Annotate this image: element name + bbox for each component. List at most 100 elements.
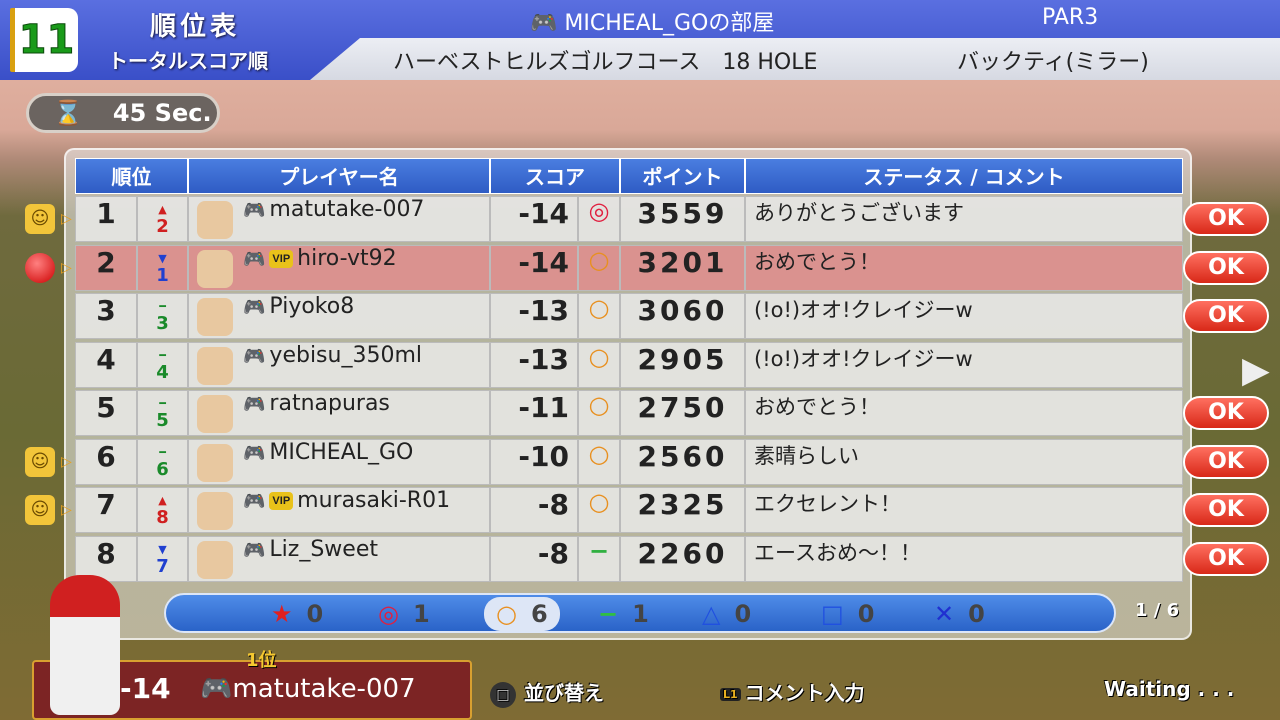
trend-same-icon: ━ xyxy=(159,348,166,362)
avatar xyxy=(197,443,233,482)
hole-flag: 11 xyxy=(10,8,78,72)
rank: 6 xyxy=(75,438,137,485)
comment: エクセレント！ xyxy=(745,487,1183,533)
scroll-right-arrow-icon[interactable]: ▶ xyxy=(1242,350,1270,391)
score: -14 xyxy=(490,244,578,291)
score: -8 xyxy=(490,487,578,533)
rank-change: ━ 4 xyxy=(137,341,188,388)
tee-label: バックティ(ミラー) xyxy=(957,50,1149,75)
previous-rank: 3 xyxy=(156,313,169,334)
comment: 素晴らしい xyxy=(745,438,1183,485)
trend-same-icon: ━ xyxy=(159,445,166,459)
avatar xyxy=(197,395,233,433)
sort-button[interactable]: □ 並び替え xyxy=(490,677,604,708)
pointer-icon: ▷ xyxy=(61,453,72,470)
comment: おめでとう！ xyxy=(745,390,1183,436)
ball-marker-icon: ☺ xyxy=(25,252,55,283)
summary-count: 6 xyxy=(530,600,548,628)
points: 2560 xyxy=(620,438,745,485)
controller-icon: 🎮 xyxy=(243,539,266,561)
page-title: 順位表 xyxy=(150,12,241,42)
summary-count: 1 xyxy=(412,600,430,628)
player-name: 🎮 VIP murasaki-R01 xyxy=(188,487,490,533)
table-row[interactable]: ☺ ▷ 7 ▲ 8 🎮 VIP murasaki-R01 -8 ○ 2325 エクセレント！ OK xyxy=(25,487,1269,533)
result-icon: ○ xyxy=(578,487,620,533)
summary-count: 0 xyxy=(968,600,985,628)
previous-rank: 7 xyxy=(156,555,169,577)
controller-icon: 🎮 xyxy=(243,297,266,318)
controller-icon: 🎮 xyxy=(243,200,266,221)
avatar xyxy=(197,492,233,530)
ok-badge: OK xyxy=(1183,444,1269,479)
timer-unit: Sec. xyxy=(154,99,212,127)
points: 3201 xyxy=(620,244,745,291)
summary-double-circle: ◎ 1 xyxy=(378,597,430,631)
hole-number: 11 xyxy=(18,17,75,64)
trend-up-icon: ▲ xyxy=(158,494,167,507)
rank: 2 xyxy=(75,244,137,291)
rank: 5 xyxy=(75,390,137,436)
room-label: MICHEAL_GOの部屋 xyxy=(564,11,775,36)
table-row[interactable]: 8 ▼ 7 🎮 Liz_Sweet -8−2260 エースおめ～！！ OK xyxy=(75,535,1269,582)
table-row[interactable]: 3 ━ 3 🎮 Piyoko8 -13 ○ 3060 (!o!)オオ!クレイジーw OK xyxy=(75,293,1269,339)
vip-badge: VIP xyxy=(269,249,294,268)
summary-triangle: △ 0 xyxy=(702,597,751,631)
summary-count: 0 xyxy=(306,600,324,628)
table-row[interactable]: 5 ━ 5 🎮 ratnapuras -11 ○ 2750 おめでとう！ OK xyxy=(75,390,1269,436)
pointer-icon: ▷ xyxy=(61,211,72,227)
course-bar xyxy=(310,38,1280,80)
rank: 1 xyxy=(75,196,137,242)
previous-rank: 4 xyxy=(156,361,169,383)
timer-value: 45 xyxy=(112,99,147,127)
player-name: 🎮 VIP hiro-vt92 xyxy=(188,244,490,291)
previous-rank: 5 xyxy=(156,410,169,431)
comment: (!o!)オオ!クレイジーw xyxy=(745,293,1183,339)
page-indicator: 1 / 6 xyxy=(1135,600,1180,621)
result-icon: − xyxy=(578,535,620,582)
result-icon: ○ xyxy=(578,293,620,339)
summary-star: ★ 0 xyxy=(271,597,323,631)
result-icon: ◎ xyxy=(578,196,620,242)
rank-change: ━ 6 xyxy=(137,438,188,485)
table-row[interactable]: ☺ ▷ 6 ━ 6 🎮 MICHEAL_GO -10 ○ 2560 素晴らしい OK xyxy=(25,438,1269,485)
player-name: 🎮 Piyoko8 xyxy=(188,293,490,339)
ok-badge: OK xyxy=(1183,202,1269,236)
summary-dash: −1 xyxy=(598,597,649,631)
trend-down-icon: ▼ xyxy=(158,251,167,265)
controller-icon: 🎮 xyxy=(243,345,266,367)
previous-rank: 8 xyxy=(156,507,169,528)
course-name: ハーベストヒルズゴルフコース 18 HOLE xyxy=(393,50,818,75)
player-label: matutake-007 xyxy=(269,197,425,222)
sort-label: 並び替え xyxy=(524,681,604,705)
l1-button-icon: L1 xyxy=(720,688,741,701)
col-player: プレイヤー名 xyxy=(188,158,490,194)
smiley-icon: ☺ xyxy=(25,495,55,525)
table-row[interactable]: ☺ ▷ 1 ▲ 2 🎮 matutake-007 -14 ◎ 3559 ありがとうございます OK xyxy=(25,196,1269,242)
trend-down-icon: ▼ xyxy=(158,542,167,556)
cross-icon: ✕ xyxy=(934,600,955,628)
comment-label: コメント入力 xyxy=(744,681,865,705)
summary-circle: ○ 6 xyxy=(484,597,560,631)
ok-badge: OK xyxy=(1183,250,1269,285)
comment-input-button[interactable]: L1 コメント入力 xyxy=(720,677,865,706)
ok-badge: OK xyxy=(1183,396,1269,430)
player-label: MICHEAL_GO xyxy=(269,439,414,465)
previous-rank: 2 xyxy=(156,216,169,237)
comment: ありがとうございます xyxy=(745,196,1183,242)
rank: 8 xyxy=(75,535,137,582)
player-label: yebisu_350ml xyxy=(269,342,422,368)
rank-change: ▲ 8 xyxy=(137,487,188,533)
score: -10 xyxy=(490,438,578,485)
square-icon: □ xyxy=(821,600,844,628)
player-character xyxy=(50,575,120,715)
col-rank: 順位 xyxy=(75,158,188,194)
rank-change: ━ 3 xyxy=(137,293,188,339)
previous-rank: 6 xyxy=(156,458,169,480)
table-row[interactable]: 4 ━ 4 🎮 yebisu_350ml -13 ○ 2905 (!o!)オオ!クレイジーw xyxy=(75,341,1183,388)
controller-icon: 🎮 xyxy=(243,491,266,512)
player-name: 🎮 MICHEAL_GO xyxy=(188,438,490,485)
avatar xyxy=(197,249,233,288)
rank-change: ▼ 7 xyxy=(137,535,188,582)
controller-icon: 🎮 xyxy=(530,11,565,36)
